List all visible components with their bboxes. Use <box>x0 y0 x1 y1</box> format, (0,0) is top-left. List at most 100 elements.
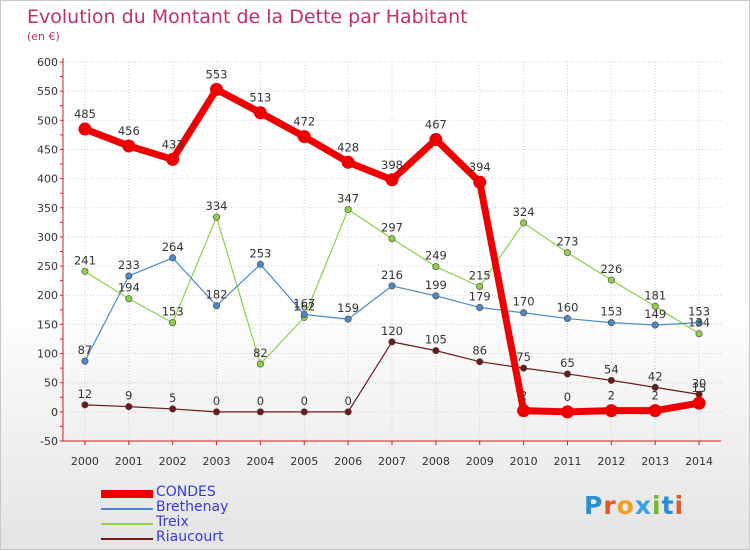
logo-letter: x <box>634 491 652 520</box>
data-label-condes: 398 <box>381 158 403 172</box>
data-label-condes: 456 <box>118 124 140 138</box>
y-tick-label: -50 <box>40 435 58 448</box>
data-label-brethenay: 167 <box>293 296 315 310</box>
point-treix <box>213 213 221 221</box>
data-labels: 12 9 5 0 0 0 0 120 105 86 75 65 54 42 30 241 194 153 334 82… <box>74 67 710 407</box>
grid <box>63 61 721 442</box>
point-treix <box>344 206 352 214</box>
data-label-treix: 249 <box>425 249 447 263</box>
point-brethenay <box>432 292 440 300</box>
data-label-treix: 334 <box>206 199 228 213</box>
data-label-treix: 162 <box>293 299 315 313</box>
point-riaucourt <box>520 364 528 372</box>
point-brethenay <box>563 315 571 323</box>
point-treix <box>169 319 177 327</box>
data-label-condes: 2 <box>608 389 615 403</box>
point-riaucourt <box>563 370 571 378</box>
data-label-treix: 82 <box>253 346 268 360</box>
legend-swatch <box>101 523 153 525</box>
legend-swatch <box>101 508 153 510</box>
data-label-condes: 428 <box>337 140 359 154</box>
point-riaucourt <box>169 405 177 413</box>
legend-swatch <box>101 538 153 540</box>
proxiti-logo: Proxiti <box>584 491 684 520</box>
logo-letter: o <box>616 491 635 520</box>
y-tick-label: 0 <box>51 406 58 419</box>
point-treix <box>256 360 264 368</box>
series-brethenay <box>81 254 703 365</box>
point-condes <box>341 155 355 169</box>
data-label-brethenay: 216 <box>381 268 403 282</box>
data-label-brethenay: 233 <box>118 258 140 272</box>
point-riaucourt <box>81 401 89 409</box>
x-tick-label: 2009 <box>466 455 494 468</box>
point-condes <box>560 405 574 419</box>
x-tick-label: 2011 <box>553 455 581 468</box>
point-brethenay <box>213 302 221 310</box>
data-label-condes: 2 <box>652 389 659 403</box>
legend-label: Treix <box>156 514 189 530</box>
data-label-riaucourt: 5 <box>169 391 176 405</box>
y-tick-label: 300 <box>37 231 58 244</box>
data-label-condes: 0 <box>564 390 571 404</box>
point-brethenay <box>476 303 484 311</box>
y-tick-label: 500 <box>37 114 58 127</box>
legend-item-brethenay: Brethenay <box>101 499 301 516</box>
point-riaucourt <box>256 408 264 416</box>
data-label-treix: 226 <box>600 262 622 276</box>
point-condes <box>122 139 136 153</box>
point-riaucourt <box>651 383 659 391</box>
point-riaucourt <box>607 376 615 384</box>
point-treix <box>607 276 615 284</box>
x-tick-label: 2007 <box>378 455 406 468</box>
point-treix <box>388 235 396 243</box>
data-label-condes: 15 <box>692 381 707 395</box>
data-label-brethenay: 87 <box>78 343 93 357</box>
point-treix <box>476 282 484 290</box>
point-brethenay <box>256 260 264 268</box>
chart-unit-label: (en €) <box>27 30 60 43</box>
data-label-condes: 485 <box>74 107 96 121</box>
point-treix <box>563 249 571 257</box>
logo-letter: r <box>603 491 617 520</box>
point-brethenay <box>125 272 133 280</box>
point-treix <box>695 330 703 338</box>
point-condes <box>517 404 531 418</box>
data-label-treix: 194 <box>118 281 140 295</box>
logo-letter: t <box>661 491 675 520</box>
data-label-riaucourt: 54 <box>604 362 619 376</box>
point-treix <box>125 295 133 303</box>
data-label-treix: 347 <box>337 192 359 206</box>
point-treix <box>81 267 89 275</box>
data-label-riaucourt: 0 <box>213 394 220 408</box>
logo-letter: i <box>674 491 685 520</box>
legend-label: Riaucourt <box>156 529 224 545</box>
x-tick-label: 2004 <box>246 455 274 468</box>
x-tick-label: 2006 <box>334 455 362 468</box>
data-label-riaucourt: 30 <box>692 376 707 390</box>
data-label-treix: 153 <box>162 305 184 319</box>
point-condes <box>429 133 443 147</box>
legend-item-treix: Treix <box>101 514 301 531</box>
data-label-brethenay: 199 <box>425 278 447 292</box>
data-label-condes: 472 <box>293 115 315 129</box>
data-label-brethenay: 149 <box>644 307 666 321</box>
point-riaucourt <box>388 338 396 346</box>
point-treix <box>651 302 659 310</box>
data-label-condes: 394 <box>469 160 491 174</box>
x-tick-label: 2000 <box>71 455 99 468</box>
x-tick-label: 2005 <box>290 455 318 468</box>
data-label-riaucourt: 120 <box>381 324 403 338</box>
point-condes <box>253 106 267 120</box>
data-label-brethenay: 253 <box>249 246 271 260</box>
point-riaucourt <box>125 403 133 411</box>
data-label-treix: 134 <box>688 316 710 330</box>
point-treix <box>520 219 528 227</box>
data-label-brethenay: 264 <box>162 240 184 254</box>
series <box>78 82 706 419</box>
logo-letter: i <box>652 491 662 520</box>
data-label-treix: 181 <box>644 288 666 302</box>
point-brethenay <box>388 282 396 290</box>
legend-item-riaucourt: Riaucourt <box>101 529 301 546</box>
